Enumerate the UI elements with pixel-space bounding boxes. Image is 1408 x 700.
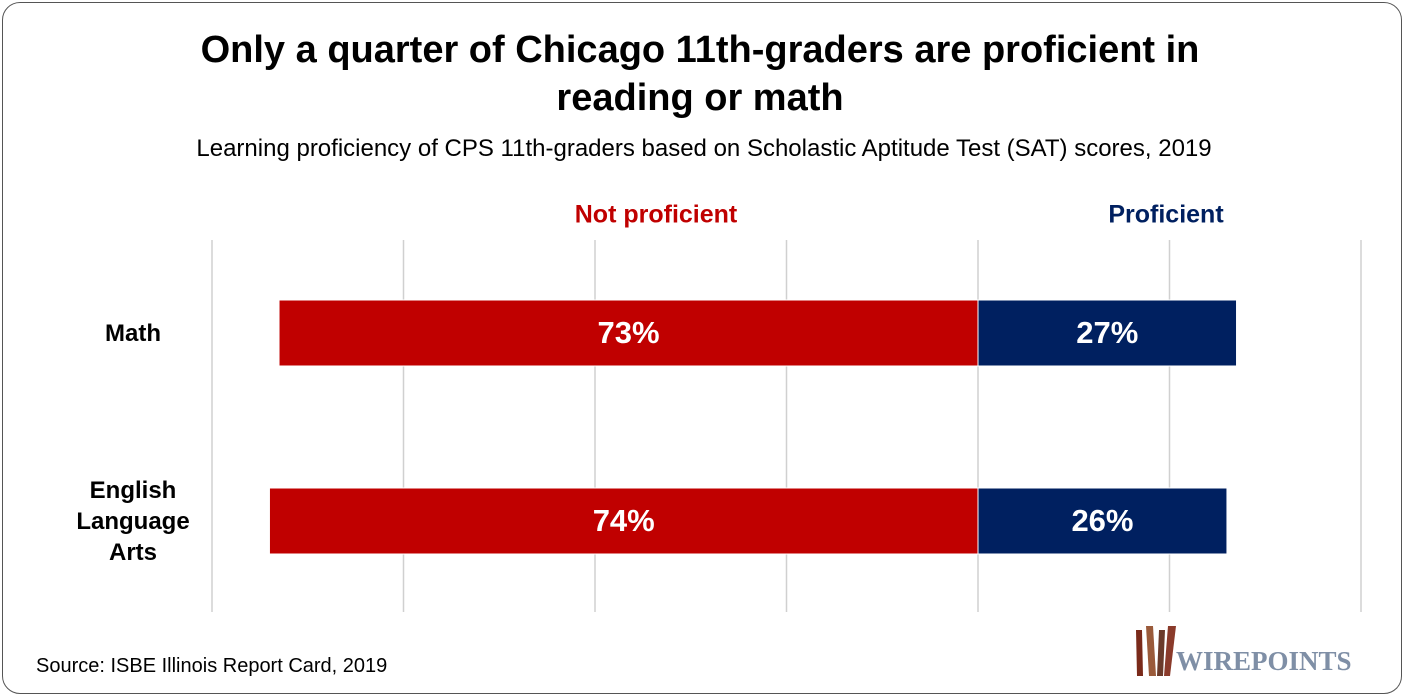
chart-subtitle: Learning proficiency of CPS 11th-graders… — [196, 135, 1212, 162]
category-label: English Language Arts — [76, 476, 190, 566]
bar — [977, 487, 1228, 555]
logo-mark — [1136, 626, 1176, 676]
legend-label: Not proficient — [575, 201, 738, 229]
bar — [977, 299, 1238, 367]
logo-text: WIREPOINTS — [1176, 646, 1352, 676]
source-note: Source: ISBE Illinois Report Card, 2019 — [36, 655, 388, 677]
chart-title: Only a quarter of Chicago 11th-graders a… — [200, 29, 1200, 119]
data-label: 73% — [597, 315, 659, 350]
bar — [278, 299, 979, 367]
data-label: 74% — [593, 503, 655, 538]
bar — [268, 487, 979, 555]
legend-label: Proficient — [1108, 201, 1224, 229]
category-label: Math — [105, 319, 161, 347]
data-label: 26% — [1071, 503, 1133, 538]
data-label: 27% — [1076, 315, 1138, 350]
